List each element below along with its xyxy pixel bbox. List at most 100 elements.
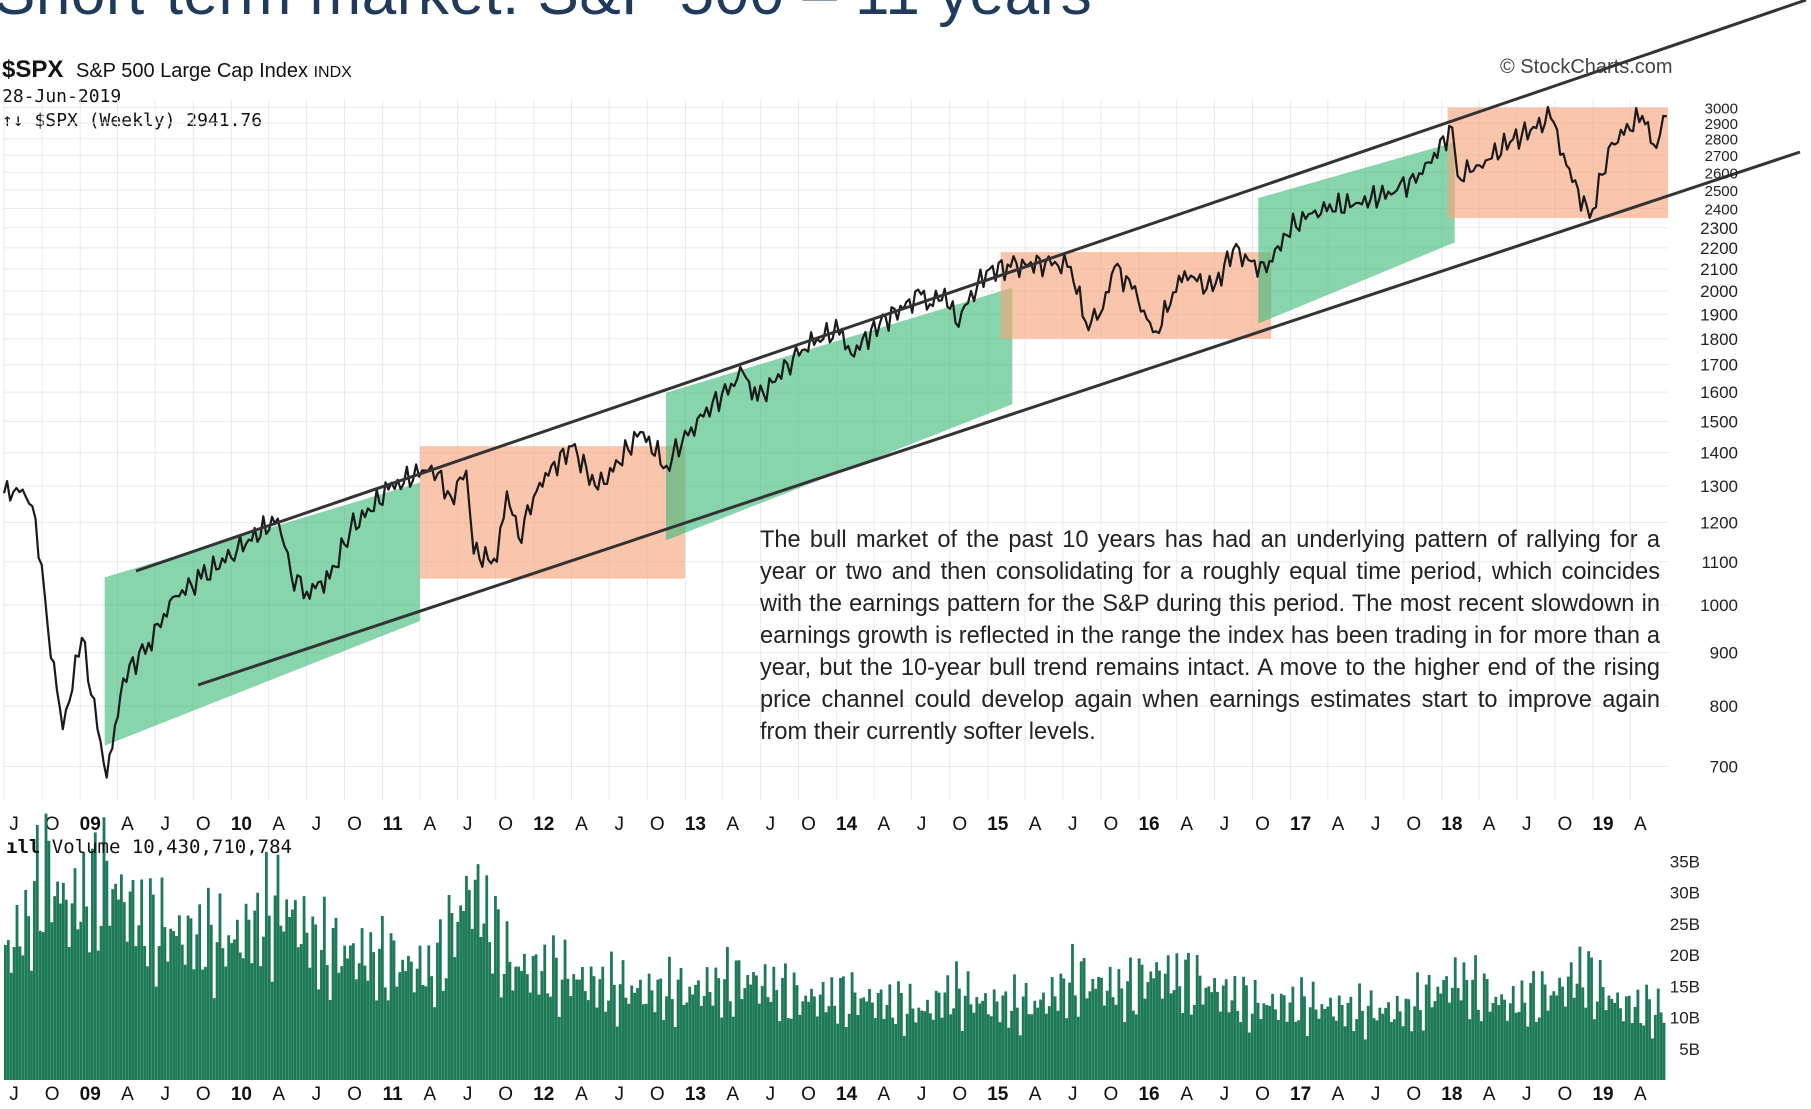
- volume-bar: [407, 955, 410, 1080]
- volume-time-tick-label: A: [1483, 1084, 1496, 1105]
- volume-bar: [1085, 998, 1089, 1080]
- volume-bar: [1529, 983, 1533, 1080]
- volume-bar: [592, 976, 596, 1080]
- volume-bar: [1407, 999, 1411, 1080]
- volume-bar: [15, 904, 19, 1080]
- volume-bar: [375, 1000, 378, 1080]
- volume-bar: [862, 997, 866, 1080]
- time-tick-label: A: [1029, 814, 1042, 835]
- volume-bar: [1218, 1011, 1222, 1080]
- time-tick-label: 11: [383, 814, 404, 835]
- chart-date: 28-Jun-2019: [2, 86, 122, 107]
- volume-bar: [494, 895, 497, 1080]
- volume-bar: [792, 972, 796, 1080]
- volume-time-tick-label: 17: [1290, 1084, 1311, 1105]
- volume-bar: [1056, 1010, 1060, 1080]
- volume-bar: [256, 892, 260, 1080]
- volume-bar: [1242, 976, 1245, 1080]
- volume-bar: [1271, 993, 1274, 1080]
- time-tick-label: 10: [231, 814, 252, 835]
- volume-bar: [224, 966, 228, 1080]
- volume-bar: [293, 900, 297, 1080]
- volume-bar: [566, 978, 570, 1080]
- volume-bar: [920, 1010, 924, 1080]
- volume-bar: [140, 879, 144, 1080]
- volume-bar: [1445, 976, 1448, 1080]
- volume-bar: [604, 1011, 608, 1080]
- volume-bar: [1462, 962, 1466, 1080]
- time-tick-label: A: [1483, 814, 1496, 835]
- volume-bar: [697, 980, 700, 1080]
- volume-bar: [24, 889, 28, 1080]
- volume-bar: [1201, 1004, 1205, 1080]
- volume-bar: [1448, 1002, 1451, 1080]
- volume-bar: [839, 977, 842, 1080]
- volume-bar: [717, 978, 721, 1080]
- volume-bar: [1381, 1013, 1385, 1080]
- volume-bar: [241, 958, 245, 1080]
- volume-bar: [1413, 1006, 1417, 1080]
- volume-bar: [586, 1000, 590, 1080]
- volume-bar: [1390, 1022, 1393, 1080]
- volume-bar: [789, 1018, 793, 1080]
- volume-bar: [694, 984, 697, 1080]
- volume-bar: [351, 943, 355, 1080]
- volume-bar: [775, 990, 779, 1080]
- volume-bar: [578, 979, 581, 1080]
- volume-bar: [772, 966, 776, 1080]
- volume-bar: [430, 976, 434, 1080]
- time-tick-label: 17: [1290, 814, 1311, 835]
- volume-bar: [1653, 1014, 1657, 1080]
- volume-bar: [917, 1007, 921, 1080]
- index-name: S&P 500 Large Cap Index INDX: [76, 60, 352, 83]
- volume-bar: [1352, 1031, 1356, 1080]
- volume-bar: [302, 896, 306, 1080]
- volume-bar: [1610, 998, 1614, 1080]
- volume-bar: [1410, 1031, 1414, 1080]
- volume-bar: [1636, 989, 1640, 1080]
- volume-bar: [740, 999, 744, 1080]
- volume-bar: [769, 1001, 773, 1080]
- volume-bar: [111, 889, 115, 1080]
- volume-time-tick-label: 10: [231, 1084, 252, 1105]
- volume-bar: [154, 986, 158, 1080]
- volume-bar: [894, 1024, 898, 1080]
- volume-time-tick-label: A: [121, 1084, 134, 1105]
- volume-bar: [1349, 996, 1353, 1080]
- price-tick-label: 2000: [1700, 282, 1738, 301]
- volume-bar: [1097, 976, 1100, 1080]
- volume-bar: [1068, 982, 1071, 1080]
- volume-bar: [1221, 985, 1225, 1080]
- volume-bar: [1384, 1007, 1388, 1080]
- volume-bar: [714, 967, 718, 1080]
- volume-bar: [262, 936, 265, 1080]
- volume-bar: [531, 955, 535, 1080]
- volume-bar: [1378, 1007, 1382, 1080]
- volume-bar: [67, 946, 71, 1080]
- volume-bar: [923, 1011, 926, 1080]
- volume-bar: [1627, 995, 1631, 1080]
- volume-bar: [902, 1035, 906, 1080]
- consolidation-zone-1: [419, 446, 686, 579]
- volume-bar: [784, 963, 787, 1080]
- volume-bar: [847, 1013, 851, 1080]
- volume-bar: [99, 925, 103, 1080]
- volume-bar: [685, 1002, 689, 1080]
- volume-bar: [1645, 984, 1649, 1080]
- volume-bar: [114, 883, 117, 1080]
- volume-bar: [1305, 1035, 1309, 1080]
- volume-bar: [409, 961, 413, 1080]
- volume-bar: [1172, 990, 1176, 1080]
- volume-bar: [238, 952, 242, 1080]
- volume-time-tick-label: 18: [1441, 1084, 1462, 1105]
- volume-bar: [12, 947, 16, 1080]
- volume-bar: [53, 896, 57, 1080]
- volume-bar: [850, 972, 854, 1080]
- volume-bar: [1372, 1018, 1376, 1080]
- volume-bar: [885, 1005, 889, 1080]
- volume-bar: [320, 949, 323, 1080]
- volume-bar: [485, 875, 489, 1080]
- volume-bar: [398, 972, 402, 1080]
- price-line: [2, 105, 1667, 779]
- volume-bar: [966, 971, 970, 1080]
